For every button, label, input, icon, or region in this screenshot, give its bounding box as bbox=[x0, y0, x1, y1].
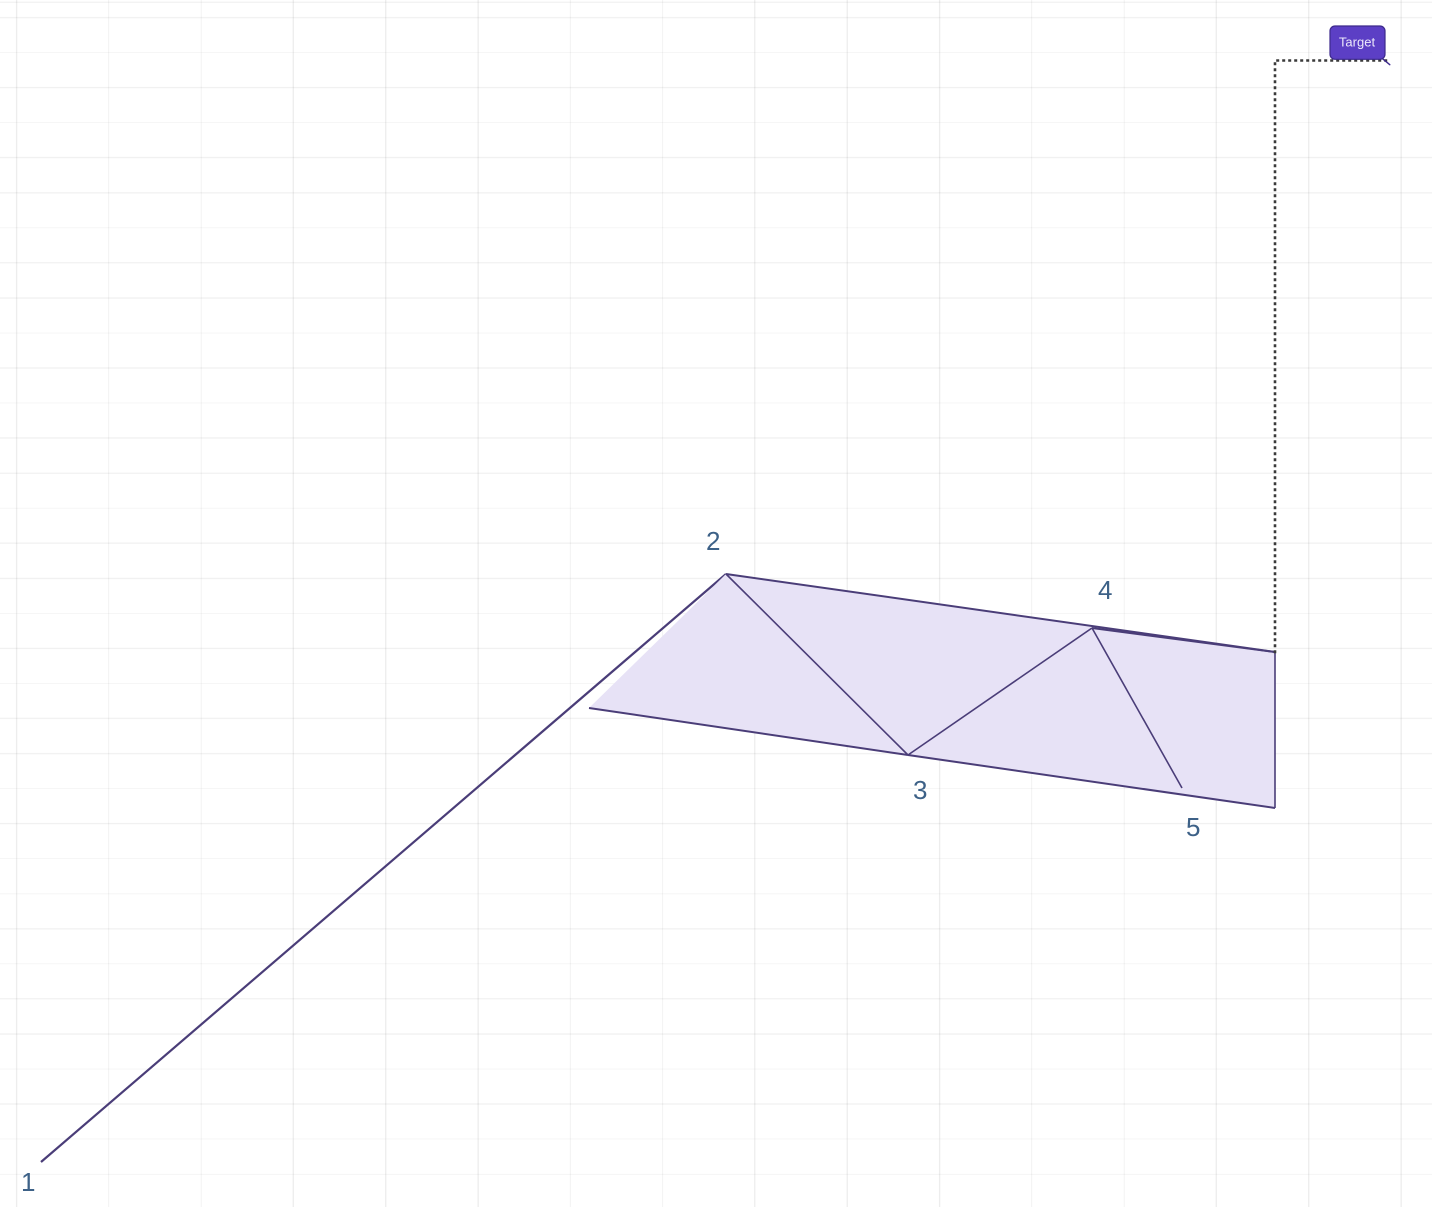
svg-text:Target: Target bbox=[1339, 35, 1376, 50]
